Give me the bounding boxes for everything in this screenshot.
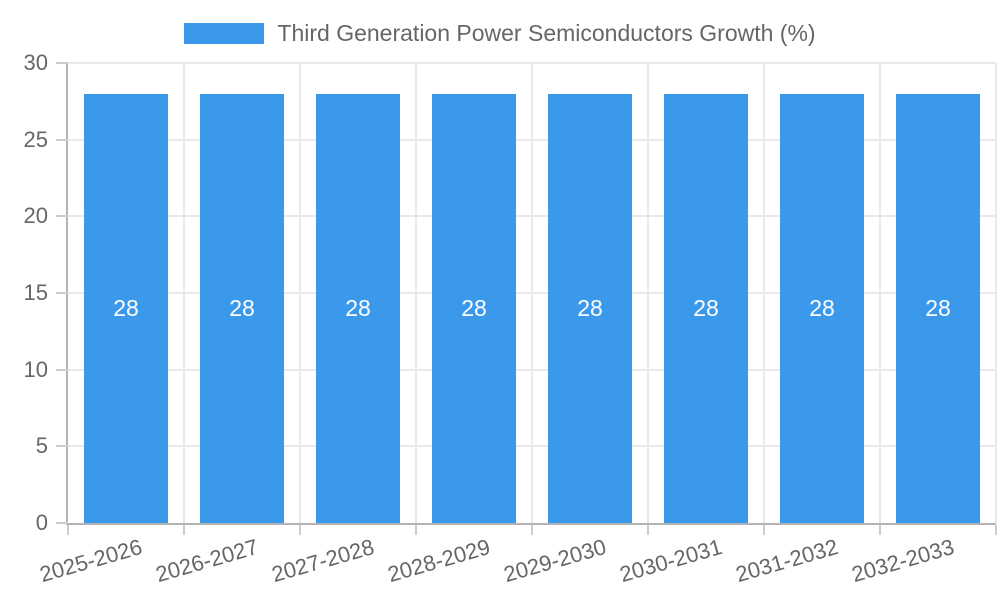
gridline-vertical (299, 63, 301, 523)
y-tick-mark (56, 368, 68, 371)
x-tick-mark (67, 525, 69, 535)
gridline-vertical (415, 63, 417, 523)
legend[interactable]: Third Generation Power Semiconductors Gr… (0, 17, 1000, 49)
gridline-vertical (879, 63, 881, 523)
bar[interactable] (548, 93, 632, 523)
y-tick-label: 25 (23, 126, 48, 152)
gridline-vertical (531, 63, 533, 523)
bar[interactable] (664, 93, 748, 523)
x-tick-mark (763, 525, 765, 535)
y-tick-label: 10 (23, 356, 48, 382)
bar[interactable] (316, 93, 400, 523)
y-tick-label: 15 (23, 280, 48, 305)
x-tick-mark (183, 525, 185, 535)
y-tick-label: 30 (23, 50, 48, 75)
y-tick-mark (56, 522, 68, 524)
y-tick-mark (56, 292, 68, 294)
bar[interactable] (432, 93, 516, 523)
x-tick-mark (647, 525, 649, 535)
x-tick-mark (531, 525, 533, 535)
legend-label: Third Generation Power Semiconductors Gr… (277, 19, 816, 46)
gridline-vertical (183, 63, 185, 523)
bar[interactable] (780, 93, 864, 523)
gridline-vertical (995, 63, 997, 523)
y-tick-mark (56, 445, 68, 448)
y-axis-line (66, 63, 68, 525)
x-axis-line (68, 523, 996, 525)
y-tick-label: 5 (35, 433, 48, 459)
plot-area: 28 28 28 28 28 28 28 28 (68, 62, 997, 523)
bar[interactable] (896, 93, 980, 523)
x-tick-mark (299, 525, 301, 535)
bar[interactable] (200, 93, 284, 523)
y-tick-label: 20 (23, 203, 48, 229)
y-tick-label: 0 (35, 510, 48, 535)
y-tick-mark (56, 138, 68, 141)
x-tick-mark (995, 525, 997, 535)
gridline-vertical (647, 63, 649, 523)
x-tick-mark (879, 525, 881, 535)
gridline-vertical (763, 63, 765, 523)
y-tick-mark (56, 62, 68, 64)
y-tick-mark (56, 215, 68, 218)
bar[interactable] (84, 93, 168, 523)
x-tick-mark (415, 525, 417, 535)
legend-swatch (184, 22, 265, 44)
